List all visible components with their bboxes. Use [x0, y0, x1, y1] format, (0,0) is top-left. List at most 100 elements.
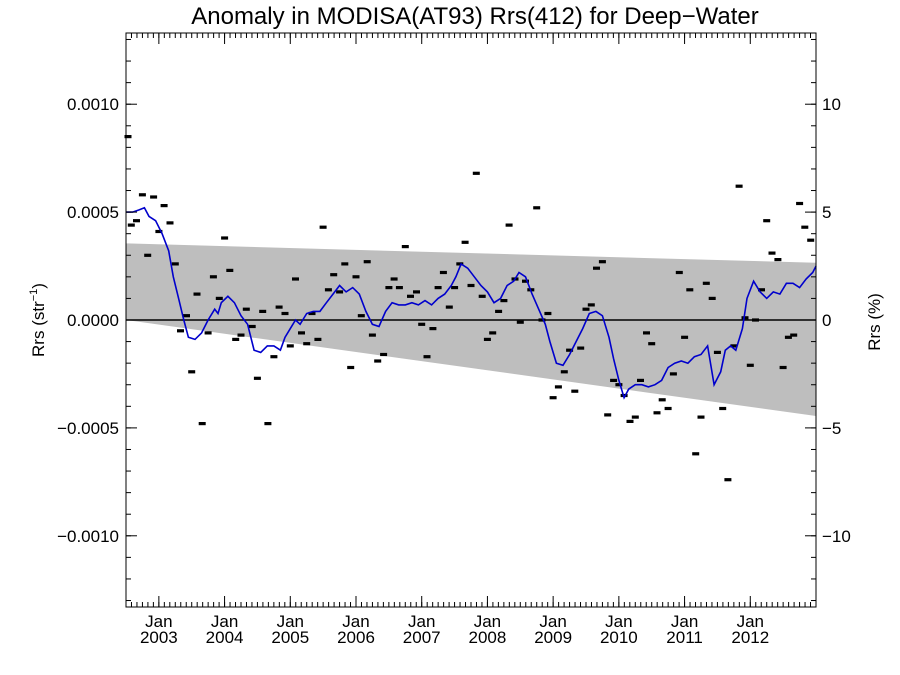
data-point	[237, 333, 245, 337]
right-axis-label: Rrs (%)	[865, 293, 884, 351]
plot-area	[124, 32, 817, 608]
data-point	[357, 314, 365, 318]
x-tick-year-label: 2011	[666, 628, 703, 647]
data-point	[604, 413, 612, 417]
x-tick-month-label: Jan	[671, 612, 698, 631]
data-point	[177, 329, 184, 333]
data-point	[658, 398, 666, 402]
data-point	[368, 333, 376, 337]
data-point	[544, 311, 552, 316]
x-tick-year-label: 2006	[337, 628, 375, 647]
data-point	[692, 452, 700, 456]
data-point	[160, 204, 168, 208]
data-point	[423, 355, 431, 359]
data-point	[133, 219, 140, 223]
x-axis: Jan2003Jan2004Jan2005Jan2006Jan2007Jan20…	[130, 33, 812, 647]
x-tick-year-label: 2003	[140, 628, 178, 647]
data-point	[232, 337, 240, 341]
data-point	[746, 363, 754, 367]
data-point	[221, 236, 229, 240]
data-point	[352, 275, 360, 279]
right-tick-label: 5	[822, 203, 831, 222]
x-tick-year-label: 2012	[731, 628, 769, 647]
left-tick-label: 0.0010	[67, 95, 119, 114]
data-point	[669, 372, 677, 376]
left-tick-label: 0.0005	[67, 203, 119, 222]
data-point	[758, 288, 765, 292]
data-point	[270, 355, 278, 359]
data-point	[571, 389, 579, 393]
monthly-points	[124, 135, 815, 482]
x-tick-month-label: Jan	[474, 612, 501, 631]
data-point	[500, 299, 508, 303]
data-point	[533, 206, 541, 210]
data-point	[702, 281, 710, 285]
data-point	[429, 327, 437, 331]
uncertainty-band	[126, 243, 816, 416]
data-point	[204, 331, 212, 335]
data-point	[308, 311, 316, 316]
data-point	[741, 316, 749, 320]
right-tick-label: −10	[822, 527, 851, 546]
data-point	[298, 331, 305, 335]
left-axis-label-base: Rrs (str	[29, 301, 48, 357]
chart-title: Anomaly in MODISA(AT93) Rrs(412) for Dee…	[191, 3, 759, 30]
x-tick-month-label: Jan	[408, 612, 435, 631]
data-point	[275, 305, 283, 309]
data-point	[193, 292, 201, 296]
data-point	[209, 275, 217, 279]
data-point	[461, 240, 469, 244]
data-point	[138, 193, 146, 197]
data-point	[774, 258, 782, 262]
data-point	[155, 229, 163, 234]
right-tick-label: 0	[822, 311, 831, 330]
data-point	[226, 268, 234, 272]
data-point	[587, 303, 595, 307]
data-point	[675, 270, 683, 275]
data-point	[456, 262, 464, 266]
data-point	[451, 286, 459, 290]
data-point	[549, 396, 557, 400]
data-point	[610, 378, 618, 382]
data-point	[188, 370, 196, 374]
x-tick-month-label: Jan	[145, 612, 172, 631]
data-point	[407, 294, 414, 298]
data-point	[615, 383, 623, 387]
data-point	[577, 346, 585, 350]
left-tick-label: 0.0000	[67, 311, 119, 330]
left-y-axis: 0.0010 0.0005 0.0000 −0.0005 −0.0010	[57, 38, 137, 602]
data-point	[763, 219, 771, 223]
data-point	[560, 370, 568, 374]
data-point	[735, 184, 743, 188]
data-point	[418, 322, 426, 326]
data-point	[127, 223, 135, 227]
right-tick-label: −5	[822, 419, 841, 438]
data-point	[495, 309, 503, 313]
data-point	[631, 415, 639, 419]
data-point	[664, 406, 672, 411]
data-point	[439, 270, 447, 275]
data-point	[681, 335, 689, 339]
data-point	[303, 342, 311, 346]
x-tick-year-label: 2004	[206, 628, 244, 647]
x-tick-year-label: 2010	[600, 628, 638, 647]
data-point	[385, 286, 393, 290]
right-y-axis: 10 5 0 −5 −10	[805, 38, 851, 602]
data-point	[719, 406, 727, 411]
data-point	[198, 422, 206, 426]
data-point	[708, 296, 716, 300]
x-tick-month-label: Jan	[605, 612, 632, 631]
data-point	[489, 331, 497, 335]
data-point	[582, 307, 590, 311]
data-point	[401, 245, 409, 249]
data-point	[144, 253, 152, 257]
data-point	[730, 344, 738, 348]
data-point	[483, 337, 491, 341]
x-tick-year-label: 2005	[271, 628, 309, 647]
x-tick-year-label: 2008	[469, 628, 507, 647]
data-point	[752, 318, 759, 322]
data-point	[253, 376, 261, 380]
left-tick-label: −0.0010	[57, 527, 119, 546]
data-point	[643, 331, 650, 335]
